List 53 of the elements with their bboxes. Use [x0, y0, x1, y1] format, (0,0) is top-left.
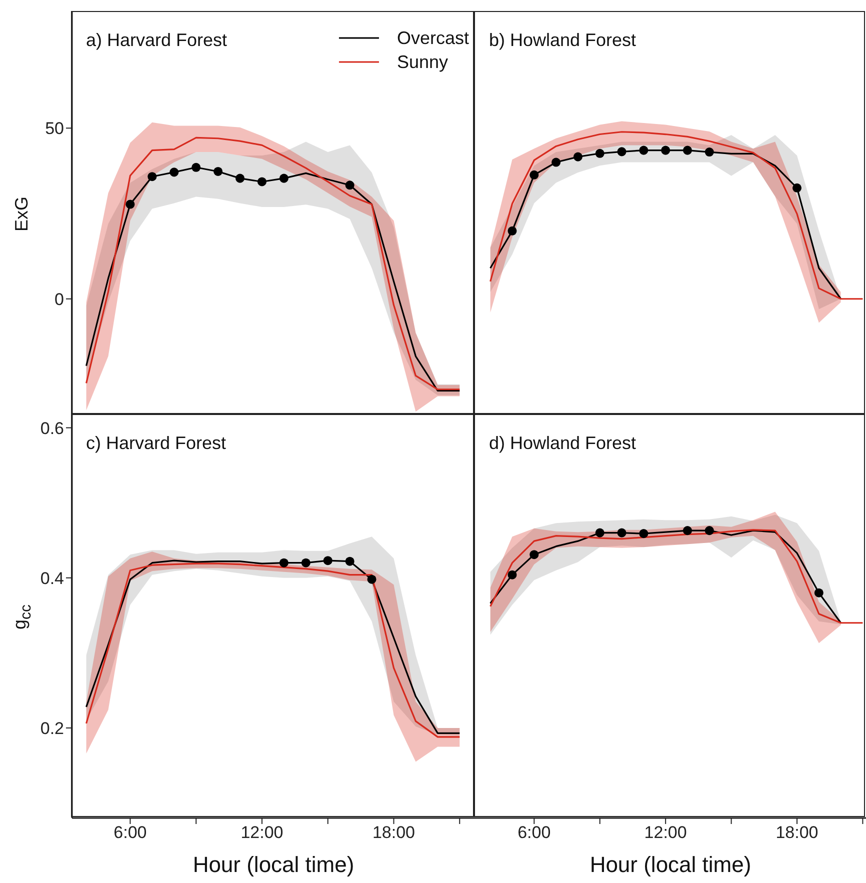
- point: [192, 162, 201, 172]
- x-tick-label: 6:00: [114, 823, 147, 842]
- point: [552, 158, 561, 167]
- point: [573, 152, 582, 162]
- point: [595, 148, 604, 158]
- y-tick-label: 50: [45, 119, 64, 138]
- point: [682, 526, 692, 536]
- point: [508, 570, 517, 580]
- x-tick-label: 12:00: [240, 823, 284, 842]
- x-axis-title: Hour (local time): [192, 852, 354, 878]
- legend-label: Overcast: [396, 28, 469, 48]
- point: [661, 146, 670, 155]
- point: [301, 558, 310, 568]
- y-axis-title: ExG: [12, 196, 32, 232]
- text: b) Howland Forest: [489, 30, 636, 51]
- point: [530, 170, 539, 180]
- x-tick-label: 18:00: [372, 823, 416, 842]
- point: [126, 200, 135, 209]
- y-tick-label: 0.2: [40, 718, 64, 738]
- point: [704, 148, 714, 157]
- point: [257, 177, 266, 186]
- x-tick-label: 18:00: [776, 823, 818, 842]
- point: [682, 146, 692, 155]
- point: [704, 526, 714, 536]
- legend-label: Sunny: [396, 52, 448, 72]
- point: [345, 556, 354, 566]
- point: [595, 528, 604, 538]
- text: c) Harvard Forest: [86, 433, 226, 454]
- point: [617, 528, 626, 538]
- point: [639, 529, 648, 538]
- point: [279, 174, 288, 183]
- point: [814, 588, 824, 598]
- y-tick-label: 0.6: [40, 418, 64, 438]
- text: d) Howland Forest: [489, 433, 636, 454]
- point: [323, 556, 332, 566]
- point: [279, 558, 288, 568]
- point: [148, 172, 157, 182]
- y-tick-label: 0: [54, 290, 64, 309]
- point: [792, 183, 802, 192]
- point: [214, 166, 223, 176]
- point: [345, 180, 354, 190]
- point: [530, 550, 539, 560]
- text: a) Harvard Forest: [86, 30, 228, 51]
- point: [617, 147, 626, 156]
- point: [170, 168, 179, 177]
- x-tick-label: 6:00: [518, 823, 551, 842]
- point: [235, 174, 245, 183]
- x-axis-title: Hour (local time): [590, 852, 752, 878]
- point: [639, 146, 648, 155]
- x-tick-label: 12:00: [644, 823, 687, 842]
- y-tick-label: 0.4: [40, 568, 64, 588]
- point: [367, 574, 376, 584]
- point: [508, 226, 517, 236]
